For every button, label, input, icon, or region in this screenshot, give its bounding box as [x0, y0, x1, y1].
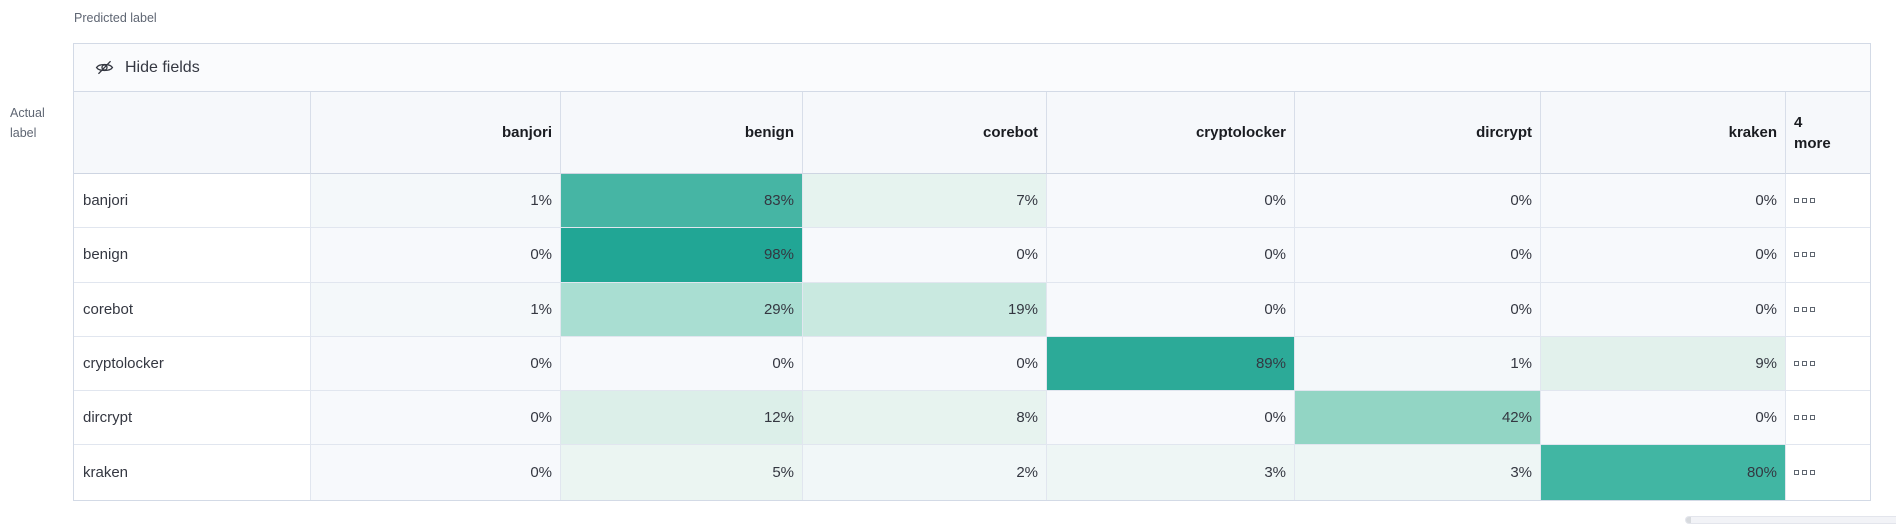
cell-kraken-kraken[interactable]: 80%: [1541, 445, 1786, 500]
more-cell-kraken[interactable]: [1786, 445, 1870, 500]
more-word: more: [1794, 134, 1831, 152]
column-header-benign[interactable]: benign: [561, 92, 803, 174]
cell-banjori-cryptolocker[interactable]: 0%: [1047, 174, 1295, 229]
hide-fields-button[interactable]: Hide fields: [74, 44, 1870, 92]
cell-cryptolocker-dircrypt[interactable]: 1%: [1295, 336, 1541, 392]
cell-dircrypt-cryptolocker[interactable]: 0%: [1047, 391, 1295, 446]
cell-cryptolocker-banjori[interactable]: 0%: [311, 336, 561, 392]
cell-cryptolocker-cryptolocker[interactable]: 89%: [1047, 336, 1295, 392]
actual-label-axis: Actual label: [10, 103, 45, 143]
actual-label-line1: Actual: [10, 106, 45, 120]
more-count: 4: [1794, 113, 1803, 131]
cell-dircrypt-benign[interactable]: 12%: [561, 391, 803, 446]
cell-corebot-dircrypt[interactable]: 0%: [1295, 282, 1541, 337]
confusion-matrix-grid: banjori benign corebot cryptolocker dircrypt…: [74, 92, 1870, 500]
column-header-corebot[interactable]: corebot: [803, 92, 1047, 174]
cell-dircrypt-kraken[interactable]: 0%: [1541, 391, 1786, 446]
column-header-cryptolocker[interactable]: cryptolocker: [1047, 92, 1295, 174]
more-cell-banjori[interactable]: [1786, 174, 1870, 229]
cell-kraken-banjori[interactable]: 0%: [311, 445, 561, 500]
cell-cryptolocker-kraken[interactable]: 9%: [1541, 336, 1786, 392]
column-header-banjori[interactable]: banjori: [311, 92, 561, 174]
more-cell-corebot[interactable]: [1786, 282, 1870, 337]
horizontal-scrollbar[interactable]: [1685, 516, 1896, 524]
row-header-dircrypt[interactable]: dircrypt: [74, 391, 311, 446]
cell-corebot-kraken[interactable]: 0%: [1541, 282, 1786, 337]
cell-banjori-kraken[interactable]: 0%: [1541, 174, 1786, 229]
cell-benign-corebot[interactable]: 0%: [803, 228, 1047, 283]
hide-fields-label: Hide fields: [125, 58, 200, 76]
cell-corebot-cryptolocker[interactable]: 0%: [1047, 282, 1295, 337]
cell-benign-benign[interactable]: 98%: [561, 228, 803, 283]
cell-benign-cryptolocker[interactable]: 0%: [1047, 228, 1295, 283]
boxes-horizontal-icon: [1794, 361, 1815, 367]
cell-benign-dircrypt[interactable]: 0%: [1295, 228, 1541, 283]
boxes-horizontal-icon: [1794, 470, 1815, 476]
more-cell-dircrypt[interactable]: [1786, 391, 1870, 446]
more-cell-cryptolocker[interactable]: [1786, 336, 1870, 392]
predicted-label-axis: Predicted label: [74, 11, 157, 25]
cell-corebot-corebot[interactable]: 19%: [803, 282, 1047, 337]
actual-label-line2: label: [10, 126, 37, 140]
cell-banjori-banjori[interactable]: 1%: [311, 174, 561, 229]
column-header-kraken[interactable]: kraken: [1541, 92, 1786, 174]
cell-banjori-benign[interactable]: 83%: [561, 174, 803, 229]
cell-kraken-cryptolocker[interactable]: 3%: [1047, 445, 1295, 500]
row-header-banjori[interactable]: banjori: [74, 174, 311, 229]
cell-cryptolocker-benign[interactable]: 0%: [561, 336, 803, 392]
cell-benign-banjori[interactable]: 0%: [311, 228, 561, 283]
column-header-dircrypt[interactable]: dircrypt: [1295, 92, 1541, 174]
cell-corebot-banjori[interactable]: 1%: [311, 282, 561, 337]
corner-header-cell: [74, 92, 311, 174]
cell-banjori-corebot[interactable]: 7%: [803, 174, 1047, 229]
cell-dircrypt-dircrypt[interactable]: 42%: [1295, 391, 1541, 446]
confusion-matrix-panel: Hide fields banjori benign corebot cryptolo…: [73, 43, 1871, 501]
boxes-horizontal-icon: [1794, 415, 1815, 421]
cell-benign-kraken[interactable]: 0%: [1541, 228, 1786, 283]
row-header-benign[interactable]: benign: [74, 228, 311, 283]
cell-kraken-benign[interactable]: 5%: [561, 445, 803, 500]
eye-closed-icon: [95, 58, 114, 77]
cell-corebot-benign[interactable]: 29%: [561, 282, 803, 337]
cell-dircrypt-banjori[interactable]: 0%: [311, 391, 561, 446]
column-header-more[interactable]: 4 more: [1786, 92, 1870, 174]
scrollbar-thumb[interactable]: [1686, 517, 1691, 523]
more-cell-benign[interactable]: [1786, 228, 1870, 283]
boxes-horizontal-icon: [1794, 252, 1815, 258]
row-header-corebot[interactable]: corebot: [74, 282, 311, 337]
row-header-kraken[interactable]: kraken: [74, 445, 311, 500]
row-header-cryptolocker[interactable]: cryptolocker: [74, 336, 311, 392]
cell-kraken-dircrypt[interactable]: 3%: [1295, 445, 1541, 500]
cell-kraken-corebot[interactable]: 2%: [803, 445, 1047, 500]
boxes-horizontal-icon: [1794, 306, 1815, 312]
cell-cryptolocker-corebot[interactable]: 0%: [803, 336, 1047, 392]
cell-dircrypt-corebot[interactable]: 8%: [803, 391, 1047, 446]
boxes-horizontal-icon: [1794, 198, 1815, 204]
cell-banjori-dircrypt[interactable]: 0%: [1295, 174, 1541, 229]
